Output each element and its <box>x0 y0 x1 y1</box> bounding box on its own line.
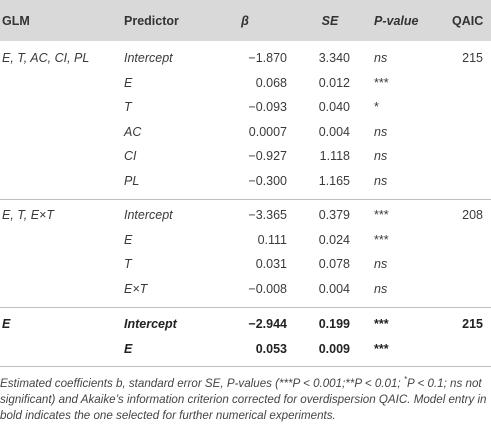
pvalue-cell: *** <box>374 341 389 356</box>
beta-cell: −0.093 <box>248 100 287 114</box>
pvalue-cell: ns <box>374 173 388 188</box>
pvalue-cell: *** <box>374 317 389 331</box>
pvalue-cell: ns <box>374 124 388 139</box>
beta-cell: −0.927 <box>248 149 287 163</box>
predictor-cell: Intercept <box>124 51 173 65</box>
header-beta: β <box>241 14 249 28</box>
pvalue-cell: * <box>374 100 379 114</box>
predictor-cell: CI <box>124 149 137 163</box>
se-cell: 0.024 <box>318 232 350 247</box>
qaic-value: 208 <box>462 208 483 222</box>
predictor-cell: E×T <box>124 281 148 296</box>
se-cell: 0.199 <box>318 317 350 331</box>
pvalue-cell: *** <box>374 232 389 247</box>
beta-cell: 0.031 <box>255 257 287 271</box>
predictor-cell: Intercept <box>124 317 177 331</box>
se-cell: 0.379 <box>318 208 350 222</box>
beta-cell: 0.111 <box>257 232 287 247</box>
glm-model-label: E, T, AC, CI, PL <box>2 51 90 65</box>
glm-model-label: E, T, E×T <box>2 208 54 222</box>
glm-model-label: E <box>2 317 11 331</box>
qaic-value: 215 <box>462 317 483 331</box>
table-bottom-rule <box>0 366 491 367</box>
predictor-cell: E <box>124 75 133 90</box>
group-divider <box>0 199 491 200</box>
pvalue-cell: ns <box>374 51 388 65</box>
beta-cell: 0.0007 <box>248 124 287 139</box>
predictor-cell: T <box>124 100 132 114</box>
header-qaic: QAIC <box>452 14 484 28</box>
se-cell: 1.118 <box>319 149 350 163</box>
beta-cell: −2.944 <box>248 317 287 331</box>
caption-text-1: Estimated coefficients b, standard error… <box>0 377 404 390</box>
header-predictor: Predictor <box>124 14 179 28</box>
caption-superscript: * <box>403 375 407 385</box>
se-cell: 0.012 <box>318 75 350 90</box>
beta-cell: −0.008 <box>248 281 287 296</box>
beta-cell: −0.300 <box>248 173 287 188</box>
header-se: SE <box>321 14 339 28</box>
se-cell: 0.004 <box>318 124 350 139</box>
beta-cell: 0.053 <box>255 341 287 356</box>
predictor-cell: Intercept <box>124 208 173 222</box>
predictor-cell: E <box>124 341 133 356</box>
beta-cell: −3.365 <box>248 208 287 222</box>
se-cell: 0.004 <box>318 281 350 296</box>
predictor-cell: T <box>124 257 132 271</box>
caption-text-2: P < 0.1; ns not significant) and Akaike’… <box>0 377 487 422</box>
se-cell: 1.165 <box>318 173 350 188</box>
beta-cell: −1.870 <box>248 51 287 65</box>
se-cell: 0.009 <box>318 341 350 356</box>
pvalue-cell: *** <box>374 208 389 222</box>
predictor-cell: E <box>124 232 133 247</box>
table-header: GLM Predictor β SE P-value QAIC <box>0 0 491 41</box>
predictor-cell: PL <box>124 173 140 188</box>
table-caption: Estimated coefficients b, standard error… <box>0 376 488 424</box>
se-cell: 3.340 <box>318 51 350 65</box>
qaic-value: 215 <box>462 51 483 65</box>
se-cell: 0.078 <box>318 257 350 271</box>
pvalue-cell: *** <box>374 75 389 90</box>
group-divider <box>0 307 491 308</box>
header-pvalue: P-value <box>374 14 419 28</box>
se-cell: 0.040 <box>318 100 350 114</box>
pvalue-cell: ns <box>374 281 388 296</box>
pvalue-cell: ns <box>374 149 388 163</box>
pvalue-cell: ns <box>374 257 388 271</box>
beta-cell: 0.068 <box>255 75 287 90</box>
predictor-cell: AC <box>124 124 142 139</box>
header-glm: GLM <box>2 14 30 28</box>
